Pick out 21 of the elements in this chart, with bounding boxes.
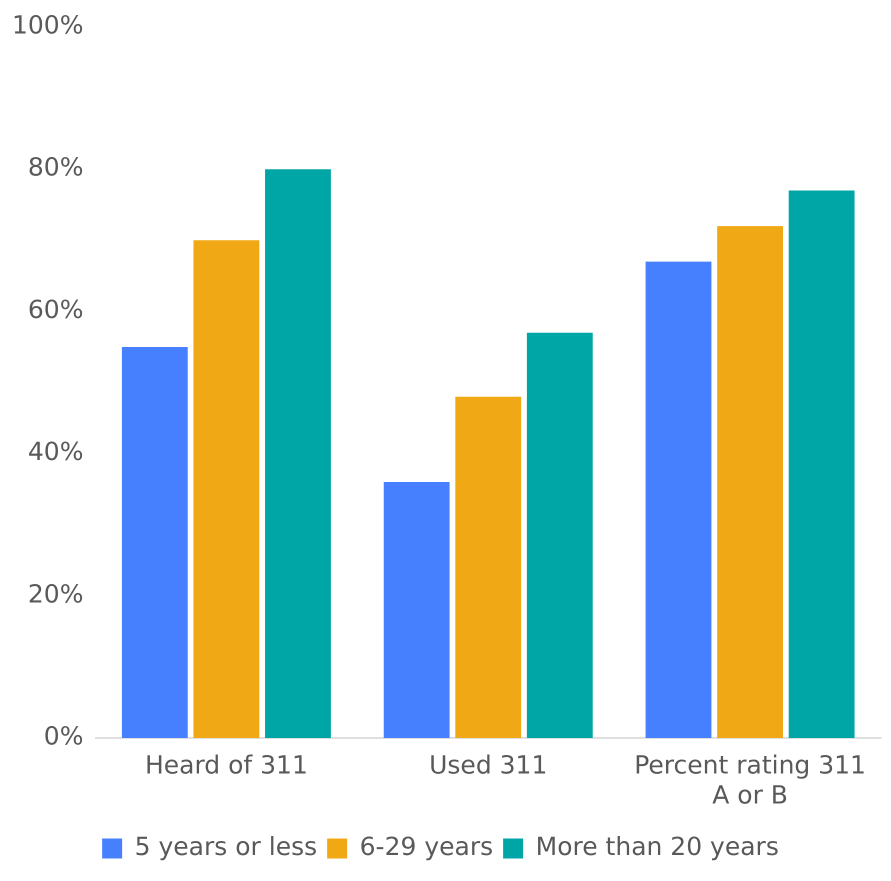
bar (122, 346, 188, 738)
bar (526, 332, 593, 738)
y-tick-label: 40% (28, 437, 84, 466)
legend-label: More than 20 years (536, 832, 779, 861)
y-tick-label: 0% (44, 722, 84, 750)
y-tick-label: 60% (28, 294, 84, 324)
bar (265, 169, 331, 738)
bar (717, 226, 783, 738)
bar (384, 482, 450, 738)
legend-label: 5 years or less (134, 832, 318, 861)
bar (788, 190, 855, 738)
bar (193, 240, 260, 738)
x-tick-label: Percent rating 311 A or B (634, 750, 866, 810)
x-tick-label: Used 311 (429, 750, 548, 780)
bar (455, 396, 522, 738)
legend-label: 6-29 years (360, 832, 494, 861)
y-tick-label: 80% (28, 152, 84, 182)
y-tick-label: 100% (12, 10, 84, 40)
bar (646, 262, 712, 738)
y-tick-label: 20% (28, 579, 84, 608)
x-tick-label: Heard of 311 (144, 750, 308, 780)
